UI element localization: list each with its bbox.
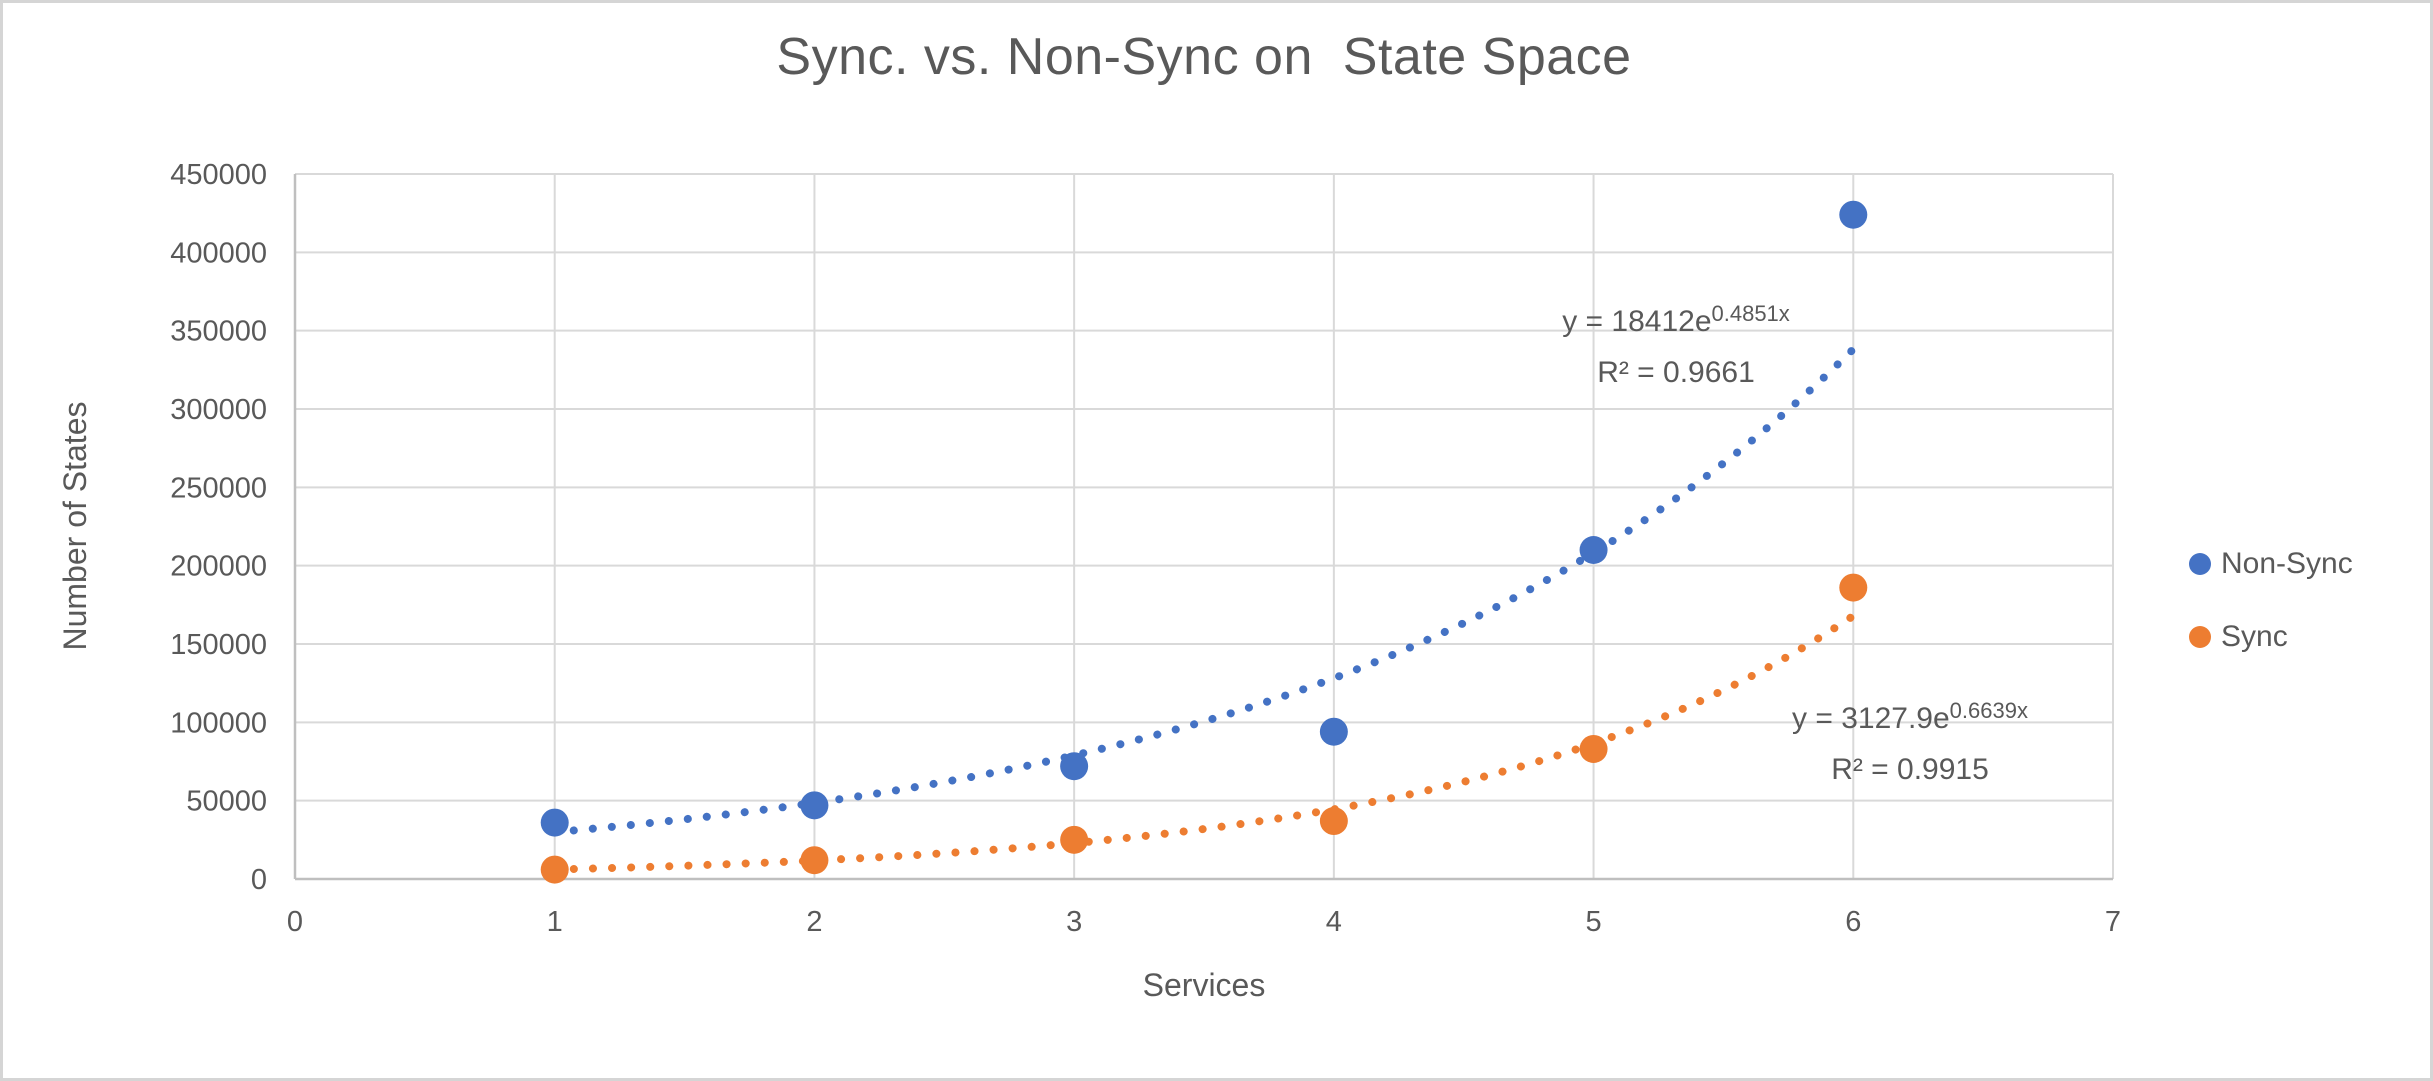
trendline-sync <box>550 611 1858 874</box>
data-point-non-sync <box>1060 752 1089 781</box>
chart-plot-area: 0500001000001500002000002500003000003500… <box>170 159 2121 938</box>
y-tick-label: 100000 <box>170 707 267 739</box>
y-tick-label: 350000 <box>170 316 267 348</box>
data-point-sync <box>1319 807 1348 836</box>
y-tick-label: 0 <box>251 864 267 896</box>
data-point-sync <box>1579 734 1608 763</box>
series-non-sync <box>540 200 1868 837</box>
data-point-sync <box>1839 573 1868 602</box>
x-tick-label: 2 <box>806 906 822 938</box>
legend-marker-sync-icon <box>2189 626 2211 648</box>
y-axis-title: Number of States <box>57 401 93 651</box>
data-point-sync <box>800 846 829 875</box>
trendline-equation-sync-formula: y = 3127.9e0.6639x <box>1792 698 2028 735</box>
trendline-equation-non-sync-formula: y = 18412e0.4851x <box>1562 301 1790 338</box>
x-tick-label: 0 <box>287 906 303 938</box>
series-sync <box>540 573 1868 884</box>
x-axis-title: Services <box>1142 967 1266 1003</box>
y-tick-label: 250000 <box>170 472 267 504</box>
y-tick-label: 150000 <box>170 629 267 661</box>
y-tick-label: 300000 <box>170 394 267 426</box>
data-point-non-sync <box>540 808 569 837</box>
legend-item-sync: Sync <box>2189 616 2353 658</box>
legend-marker-non-sync-icon <box>2189 553 2211 575</box>
data-point-sync <box>1060 825 1089 854</box>
trendline-r2-sync: R² = 0.9915 <box>1831 753 1989 786</box>
trendline-exponent-non-sync: 0.4851x <box>1711 301 1790 326</box>
x-tick-label: 7 <box>2105 906 2121 938</box>
x-tick-label: 4 <box>1326 906 1342 938</box>
data-point-non-sync <box>800 791 829 820</box>
x-tick-label: 1 <box>547 906 563 938</box>
tick-labels: 0500001000001500002000002500003000003500… <box>170 159 2121 938</box>
trendline-equation-sync: y = 3127.9e0.6639x R² = 0.9915 <box>1610 694 2210 794</box>
legend: Non-Sync Sync <box>2189 543 2353 689</box>
data-point-non-sync <box>1319 717 1348 746</box>
trendline-r2-non-sync: R² = 0.9661 <box>1597 356 1755 389</box>
y-tick-label: 200000 <box>170 551 267 583</box>
data-point-non-sync <box>1839 200 1868 229</box>
trendline-equation-non-sync: y = 18412e0.4851x R² = 0.9661 <box>1376 297 1976 397</box>
legend-label-non-sync: Non-Sync <box>2221 547 2353 580</box>
data-point-sync <box>540 855 569 884</box>
x-tick-label: 6 <box>1845 906 1861 938</box>
y-tick-label: 450000 <box>170 159 267 191</box>
y-tick-label: 50000 <box>186 786 267 818</box>
x-tick-label: 5 <box>1586 906 1602 938</box>
legend-label-sync: Sync <box>2221 620 2288 653</box>
data-point-non-sync <box>1579 536 1608 564</box>
y-tick-label: 400000 <box>170 237 267 269</box>
x-tick-label: 3 <box>1066 906 1082 938</box>
legend-item-non-sync: Non-Sync <box>2189 543 2353 585</box>
trendline-exponent-sync: 0.6639x <box>1949 698 2028 723</box>
chart-title: Sync. vs. Non-Sync on State Space <box>776 28 1632 86</box>
